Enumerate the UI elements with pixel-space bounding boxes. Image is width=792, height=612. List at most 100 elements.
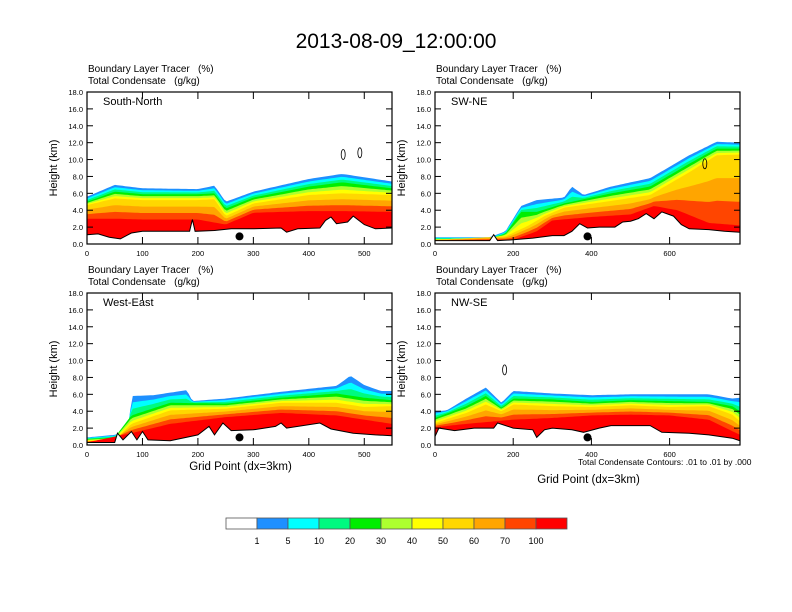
x-tick-label: 100: [136, 249, 149, 258]
y-tick-label: 6.0: [73, 390, 83, 399]
y-tick-label: 12.0: [68, 139, 83, 148]
y-tick-label: 2.0: [73, 424, 83, 433]
y-tick-label: 10.0: [416, 156, 431, 165]
x-tick-label: 400: [303, 450, 316, 459]
x-tick-label: 400: [585, 249, 598, 258]
x-tick-label: 300: [247, 450, 260, 459]
y-tick-label: 10.0: [416, 357, 431, 366]
y-tick-label: 18.0: [68, 289, 83, 298]
y-tick-label: 14.0: [416, 323, 431, 332]
y-tick-label: 10.0: [68, 156, 83, 165]
panel-top-left: 0.0 2.0 4.0 6.0 8.0 10.0 12.0 14.0 16.0 18.0 0 100 2…: [48, 88, 393, 258]
colorbar: 1 5 10 20 30 40 50 60 70 100: [225, 517, 568, 546]
terrain-line: [87, 215, 392, 240]
panel-label: SW-NE: [451, 96, 487, 108]
panel-title-line2: Total Condensate (g/kg): [88, 76, 200, 87]
x-tick-label: 200: [192, 450, 205, 459]
colorbar-swatch: [349, 517, 382, 530]
plot-frame: [434, 292, 741, 446]
y-tick-label: 14.0: [68, 122, 83, 131]
condensate-contour: [357, 147, 363, 159]
colorbar-label: 1: [254, 536, 259, 546]
x-tick-label: 0: [433, 249, 437, 258]
contour-note: Total Condensate Contours: .01 to .01 by…: [578, 457, 752, 467]
y-axis-label: Height (km): [396, 341, 408, 398]
x-tick-label: 0: [85, 249, 89, 258]
y-tick-label: 8.0: [421, 373, 431, 382]
plot-frame: [86, 292, 393, 446]
terrain-line: [435, 211, 740, 242]
y-tick-label: 10.0: [68, 357, 83, 366]
panel-title-top-left: Boundary Layer Tracer (%) Total Condensa…: [88, 64, 214, 88]
panel-title-bottom-right: Boundary Layer Tracer (%) Total Condensa…: [436, 265, 562, 289]
colorbar-label: 30: [376, 536, 386, 546]
colorbar-label: 70: [500, 536, 510, 546]
colorbar-swatch: [473, 517, 506, 530]
y-tick-label: 14.0: [416, 122, 431, 131]
colorbar-label: 40: [407, 536, 417, 546]
colorbar-label: 100: [528, 536, 543, 546]
panel-title-line1: Boundary Layer Tracer (%): [436, 64, 562, 75]
y-tick-label: 8.0: [421, 172, 431, 181]
y-tick-label: 8.0: [73, 373, 83, 382]
x-axis-label-bottom-right: Grid Point (dx=3km): [537, 474, 640, 486]
y-tick-label: 16.0: [416, 306, 431, 315]
x-tick-label: 300: [247, 249, 260, 258]
condensate-contour: [502, 364, 508, 376]
y-tick-label: 14.0: [68, 323, 83, 332]
x-tick-label: 200: [507, 450, 520, 459]
terrain-fill: [87, 216, 392, 244]
x-tick-label: 0: [433, 450, 437, 459]
x-tick-label: 600: [663, 249, 676, 258]
x-tick-label: 400: [303, 249, 316, 258]
colorbar-swatch: [256, 517, 289, 530]
colorbar-label: 50: [438, 536, 448, 546]
plot-area: [435, 364, 740, 445]
y-tick-label: 6.0: [73, 189, 83, 198]
panel-bottom-right: 0.0 2.0 4.0 6.0 8.0 10.0 12.0 14.0 16.0 18.0 0 200 4…: [396, 289, 741, 459]
y-tick-label: 4.0: [73, 407, 83, 416]
x-tick-label: 500: [358, 450, 371, 459]
x-axis-label-bottom-left: Grid Point (dx=3km): [189, 461, 292, 473]
terrain-fill: [435, 211, 740, 244]
colorbar-label: 5: [285, 536, 290, 546]
y-axis-label: Height (km): [396, 140, 408, 197]
panel-title-line2: Total Condensate (g/kg): [436, 76, 548, 87]
y-tick-label: 2.0: [73, 223, 83, 232]
y-tick-label: 0.0: [73, 240, 83, 249]
y-tick-label: 4.0: [73, 206, 83, 215]
terrain-line: [435, 422, 740, 442]
y-tick-label: 4.0: [421, 206, 431, 215]
y-tick-label: 2.0: [421, 424, 431, 433]
colorbar-label: 10: [314, 536, 324, 546]
panel-label: West-East: [103, 297, 154, 309]
colorbar-swatch: [287, 517, 320, 530]
panel-title-bottom-left: Boundary Layer Tracer (%) Total Condensa…: [88, 265, 214, 289]
panel-label: NW-SE: [451, 297, 487, 309]
y-tick-label: 16.0: [68, 306, 83, 315]
y-tick-label: 12.0: [416, 340, 431, 349]
panel-title-top-right: Boundary Layer Tracer (%) Total Condensa…: [436, 64, 562, 88]
y-tick-label: 18.0: [68, 88, 83, 97]
y-tick-label: 18.0: [416, 289, 431, 298]
colorbar-label: 20: [345, 536, 355, 546]
x-tick-label: 200: [192, 249, 205, 258]
panel-title-line1: Boundary Layer Tracer (%): [88, 64, 214, 75]
y-axis-label: Height (km): [48, 341, 60, 398]
panel-title-line2: Total Condensate (g/kg): [88, 277, 200, 288]
plot-area: [87, 376, 392, 445]
plot-area: [435, 141, 740, 244]
condensate-contour: [340, 149, 346, 160]
panel-bottom-left: 0.0 2.0 4.0 6.0 8.0 10.0 12.0 14.0 16.0 18.0 0 100 2…: [48, 289, 393, 459]
colorbar-swatch: [504, 517, 537, 530]
panel-title-line2: Total Condensate (g/kg): [436, 277, 548, 288]
x-tick-label: 0: [85, 450, 89, 459]
y-tick-label: 6.0: [421, 390, 431, 399]
y-tick-label: 0.0: [421, 240, 431, 249]
y-tick-label: 8.0: [73, 172, 83, 181]
location-marker: [583, 232, 592, 241]
panel-title-line1: Boundary Layer Tracer (%): [88, 265, 214, 276]
terrain-line: [87, 422, 392, 443]
y-tick-label: 12.0: [68, 340, 83, 349]
